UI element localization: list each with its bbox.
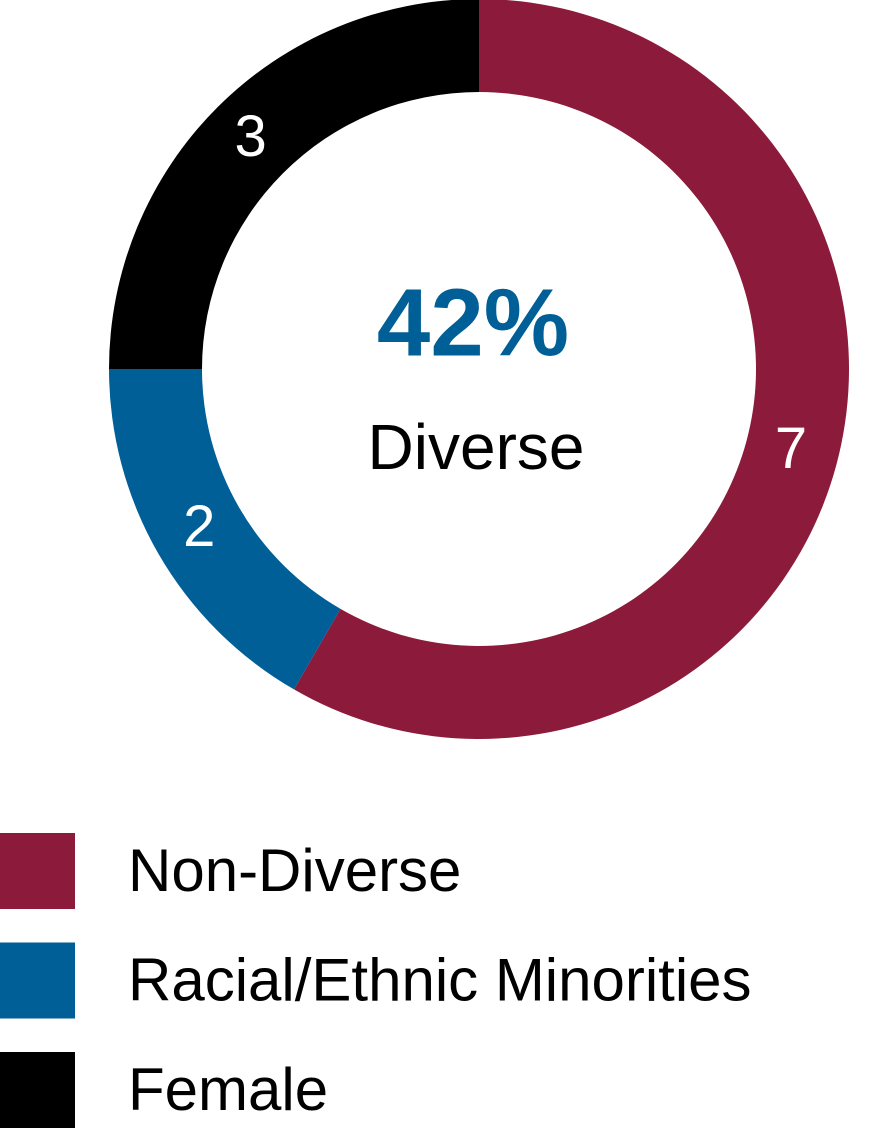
center-value: 42% (377, 269, 569, 376)
value-label: 7 (775, 416, 807, 481)
donut-segment (109, 0, 479, 369)
value-label: 2 (183, 494, 215, 559)
legend-swatch (0, 833, 75, 909)
center-label: Diverse (368, 411, 585, 483)
legend-label: Non-Diverse (128, 837, 461, 904)
legend-swatch (0, 942, 75, 1019)
legend-swatch (0, 1052, 75, 1128)
legend-label: Female (128, 1056, 328, 1123)
donut-segment (294, 0, 849, 739)
value-label: 3 (234, 104, 266, 169)
donut-segment (108, 369, 341, 690)
legend-label: Racial/Ethnic Minorities (128, 946, 752, 1013)
